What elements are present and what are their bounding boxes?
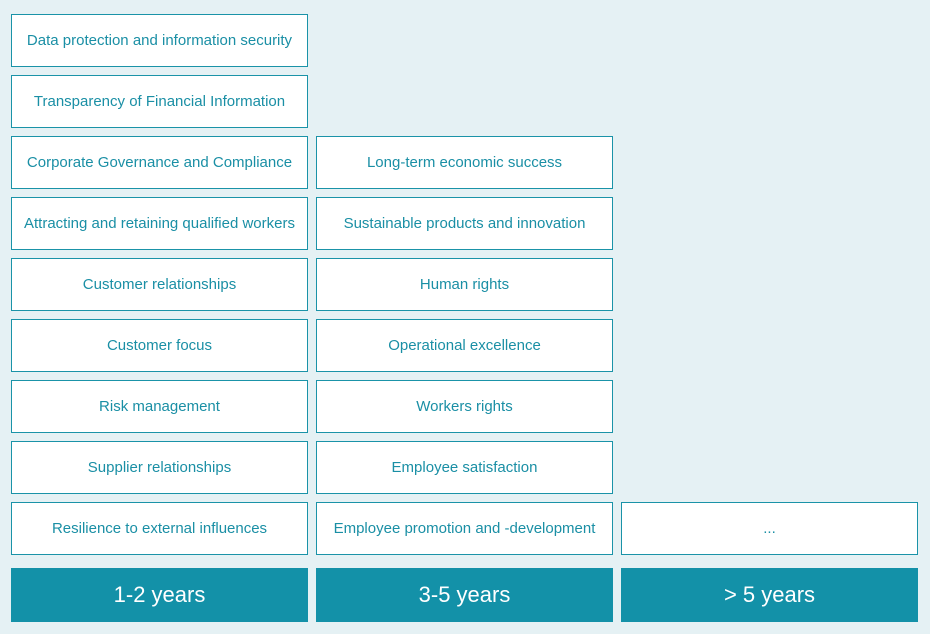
topic-box: Employee promotion and -development bbox=[316, 502, 613, 555]
topic-box: Long-term economic success bbox=[316, 136, 613, 189]
topic-box: Customer focus bbox=[11, 319, 308, 372]
timeframe-header-3-5-years: 3-5 years bbox=[316, 568, 613, 622]
topic-box: Resilience to external influences bbox=[11, 502, 308, 555]
topic-label: Customer focus bbox=[106, 336, 213, 354]
topic-box: Customer relationships bbox=[11, 258, 308, 311]
topic-label: Long-term economic success bbox=[366, 153, 563, 171]
topic-box: Human rights bbox=[316, 258, 613, 311]
topic-box: Data protection and information security bbox=[11, 14, 308, 67]
topic-label: Operational excellence bbox=[388, 336, 541, 354]
topic-label: Supplier relationships bbox=[87, 458, 232, 476]
timeframe-header-1-2-years: 1-2 years bbox=[11, 568, 308, 622]
topic-label: Risk management bbox=[99, 397, 220, 415]
topic-label: Attracting and retaining qualified worke… bbox=[24, 214, 295, 232]
topic-label: Customer relationships bbox=[82, 275, 237, 293]
topic-box: Workers rights bbox=[316, 380, 613, 433]
topic-box: Attracting and retaining qualified worke… bbox=[11, 197, 308, 250]
topic-box: Sustainable products and innovation bbox=[316, 197, 613, 250]
topic-label: Data protection and information security bbox=[26, 31, 293, 49]
topic-box: Operational excellence bbox=[316, 319, 613, 372]
topic-label: Resilience to external influences bbox=[51, 519, 268, 537]
topic-label: Workers rights bbox=[416, 397, 513, 415]
topic-box: Employee satisfaction bbox=[316, 441, 613, 494]
topic-label: Transparency of Financial Information bbox=[33, 92, 286, 110]
topic-label: Employee promotion and -development bbox=[333, 519, 596, 537]
topic-box: ... bbox=[621, 502, 918, 555]
topic-label: Human rights bbox=[419, 275, 510, 293]
topic-label: Corporate Governance and Compliance bbox=[26, 153, 293, 171]
topic-label: ... bbox=[763, 519, 776, 537]
topic-box: Corporate Governance and Compliance bbox=[11, 136, 308, 189]
topic-box: Supplier relationships bbox=[11, 441, 308, 494]
topic-box: Risk management bbox=[11, 380, 308, 433]
timeframe-header-over-5-years: > 5 years bbox=[621, 568, 918, 622]
topic-box: Transparency of Financial Information bbox=[11, 75, 308, 128]
topic-label: Employee satisfaction bbox=[391, 458, 538, 476]
topic-label: Sustainable products and innovation bbox=[343, 214, 586, 232]
